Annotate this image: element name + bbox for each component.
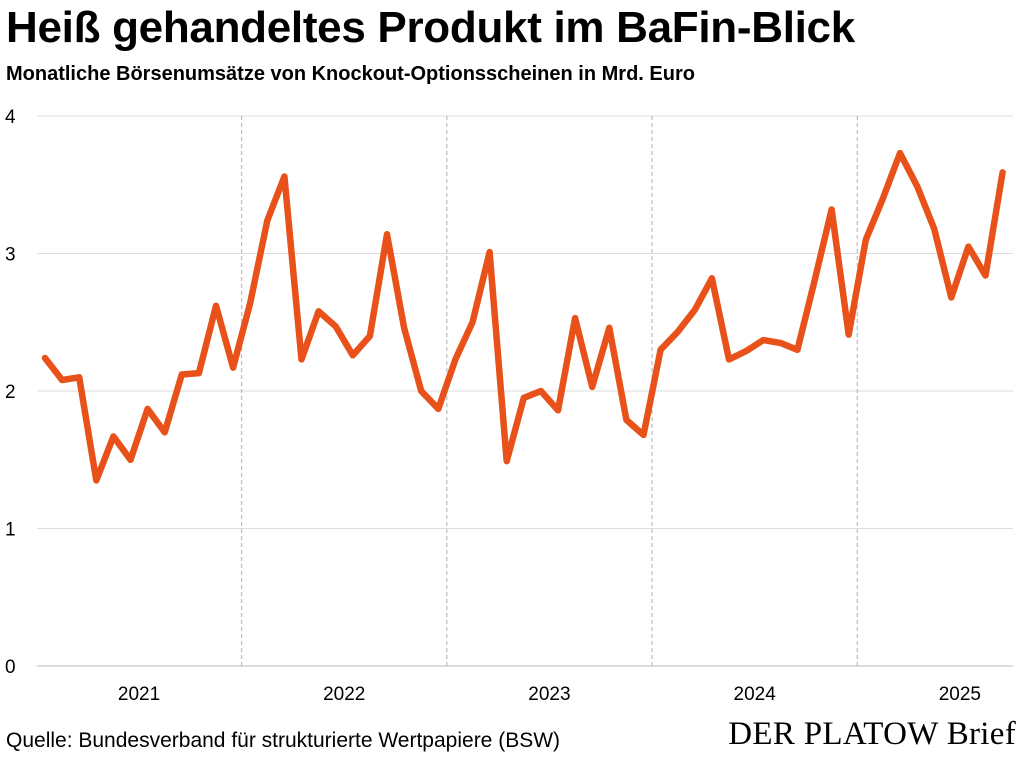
series-line — [41, 149, 1006, 484]
x-axis-year-labels: 2021 2022 2023 2024 2025 — [118, 684, 981, 705]
y-tick-label: 3 — [5, 245, 16, 266]
source-note: Quelle: Bundesverband für strukturierte … — [6, 729, 561, 752]
x-tick-label-2024: 2024 — [734, 684, 777, 705]
y-tick-label: 1 — [5, 520, 16, 541]
x-tick-label-2023: 2023 — [528, 684, 570, 705]
x-tick-label-2022: 2022 — [323, 684, 365, 705]
y-tick-label: 4 — [5, 107, 16, 128]
chart-subtitle: Monatliche Börsenumsätze von Knockout-Op… — [6, 63, 695, 85]
y-axis-ticks: 0 1 2 3 4 — [5, 107, 16, 678]
gridlines — [37, 115, 1013, 667]
x-tick-label-2021: 2021 — [118, 684, 160, 705]
y-tick-label: 0 — [5, 657, 16, 678]
chart-title: Heiß gehandeltes Produkt im BaFin-Blick — [6, 3, 855, 52]
x-tick-label-2025: 2025 — [939, 684, 981, 705]
brand-logo: DER PLATOW Brief — [728, 716, 1016, 752]
series-group — [41, 149, 1006, 484]
y-tick-label: 2 — [5, 382, 16, 403]
